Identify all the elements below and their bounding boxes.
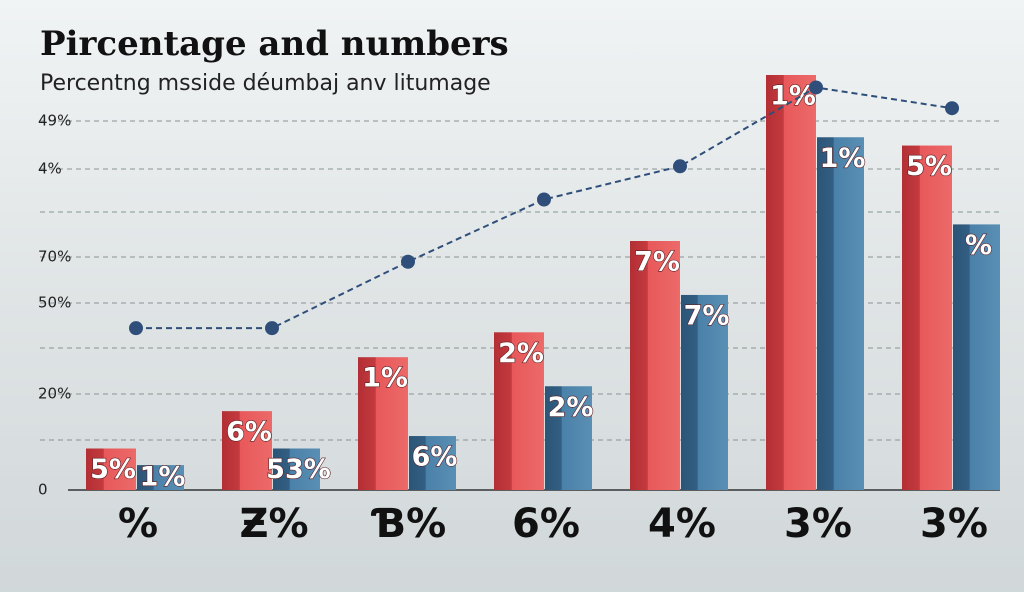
value-label: 6% — [226, 417, 272, 448]
y-axis-label: 20% — [38, 385, 71, 403]
y-axis-label: 70% — [38, 248, 71, 266]
bar — [545, 386, 592, 490]
value-label: 1% — [362, 363, 408, 394]
value-label: 7% — [634, 247, 680, 278]
value-label: 1% — [820, 143, 866, 174]
value-label: 53% — [266, 454, 331, 485]
x-tick-label: 3% — [784, 501, 852, 547]
value-label: 1% — [140, 462, 186, 493]
bar — [409, 436, 456, 490]
value-label: 6% — [412, 442, 458, 473]
bar — [630, 241, 680, 490]
bar — [766, 75, 816, 490]
x-tick-label: % — [118, 501, 158, 547]
value-label: 5% — [906, 151, 952, 182]
y-axis-label: 50% — [38, 294, 71, 312]
bar — [681, 294, 728, 490]
trend-point — [809, 80, 823, 95]
trend-point — [537, 192, 551, 207]
x-tick-label: Ƶ% — [239, 501, 308, 547]
bar — [358, 357, 408, 490]
value-label: 2% — [498, 338, 544, 369]
bar — [86, 448, 136, 490]
trend-point — [129, 321, 143, 336]
y-axis-label: 0 — [38, 481, 48, 499]
bar — [902, 145, 952, 491]
value-label: 7% — [684, 300, 730, 331]
value-label: 5% — [90, 454, 136, 485]
bar — [494, 332, 544, 490]
x-tick-label: 4% — [648, 501, 716, 547]
x-tick-label: 3% — [920, 501, 988, 547]
chart-subtitle: Percentng msside déumbaj anv litumage — [40, 71, 491, 96]
trend-point — [401, 254, 415, 269]
x-tick-label: Ɓ% — [371, 501, 447, 547]
trend-point — [945, 101, 959, 116]
value-label: 1% — [770, 81, 816, 112]
trend-point — [673, 159, 687, 174]
value-label: 2% — [548, 392, 594, 423]
x-tick-label: 6% — [512, 501, 580, 547]
y-axis-label: 49% — [38, 112, 71, 130]
bar — [222, 411, 272, 490]
bar — [953, 224, 1000, 490]
y-axis-label: 4% — [38, 160, 62, 178]
value-label: % — [965, 230, 992, 261]
trend-point — [265, 321, 279, 336]
chart-title: Pircentage and numbers — [40, 24, 509, 64]
bar — [137, 465, 184, 490]
bar — [273, 448, 320, 490]
bar — [817, 137, 864, 490]
